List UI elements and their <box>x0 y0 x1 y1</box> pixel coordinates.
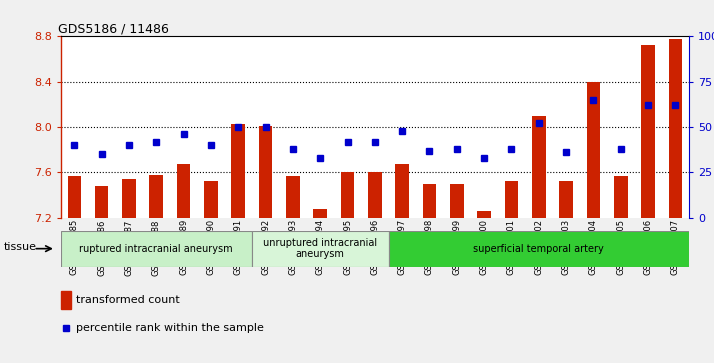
Bar <box>68 176 81 218</box>
FancyBboxPatch shape <box>61 231 252 267</box>
Bar <box>313 209 327 218</box>
Bar <box>149 175 163 218</box>
FancyBboxPatch shape <box>388 231 689 267</box>
Bar <box>532 116 545 218</box>
Text: superficial temporal artery: superficial temporal artery <box>473 244 604 254</box>
Text: ruptured intracranial aneurysm: ruptured intracranial aneurysm <box>79 244 233 254</box>
Bar <box>396 164 409 218</box>
FancyBboxPatch shape <box>252 231 388 267</box>
Bar <box>423 184 436 218</box>
Bar <box>668 38 682 218</box>
Bar <box>477 211 491 218</box>
Text: unruptured intracranial
aneurysm: unruptured intracranial aneurysm <box>263 238 377 260</box>
Bar <box>204 182 218 218</box>
Bar <box>587 82 600 218</box>
Bar <box>95 186 109 218</box>
Bar <box>177 164 191 218</box>
Bar <box>122 179 136 218</box>
Bar <box>505 182 518 218</box>
Text: transformed count: transformed count <box>76 295 179 305</box>
Bar <box>559 182 573 218</box>
Bar <box>341 172 354 218</box>
Bar <box>450 184 463 218</box>
Bar <box>641 45 655 218</box>
Bar <box>231 124 245 218</box>
Text: percentile rank within the sample: percentile rank within the sample <box>76 323 263 333</box>
Bar <box>258 126 273 218</box>
Bar <box>286 176 300 218</box>
Bar <box>614 176 628 218</box>
Bar <box>368 172 382 218</box>
Bar <box>61 290 71 309</box>
Text: GDS5186 / 11486: GDS5186 / 11486 <box>58 22 169 35</box>
Text: tissue: tissue <box>4 242 36 252</box>
